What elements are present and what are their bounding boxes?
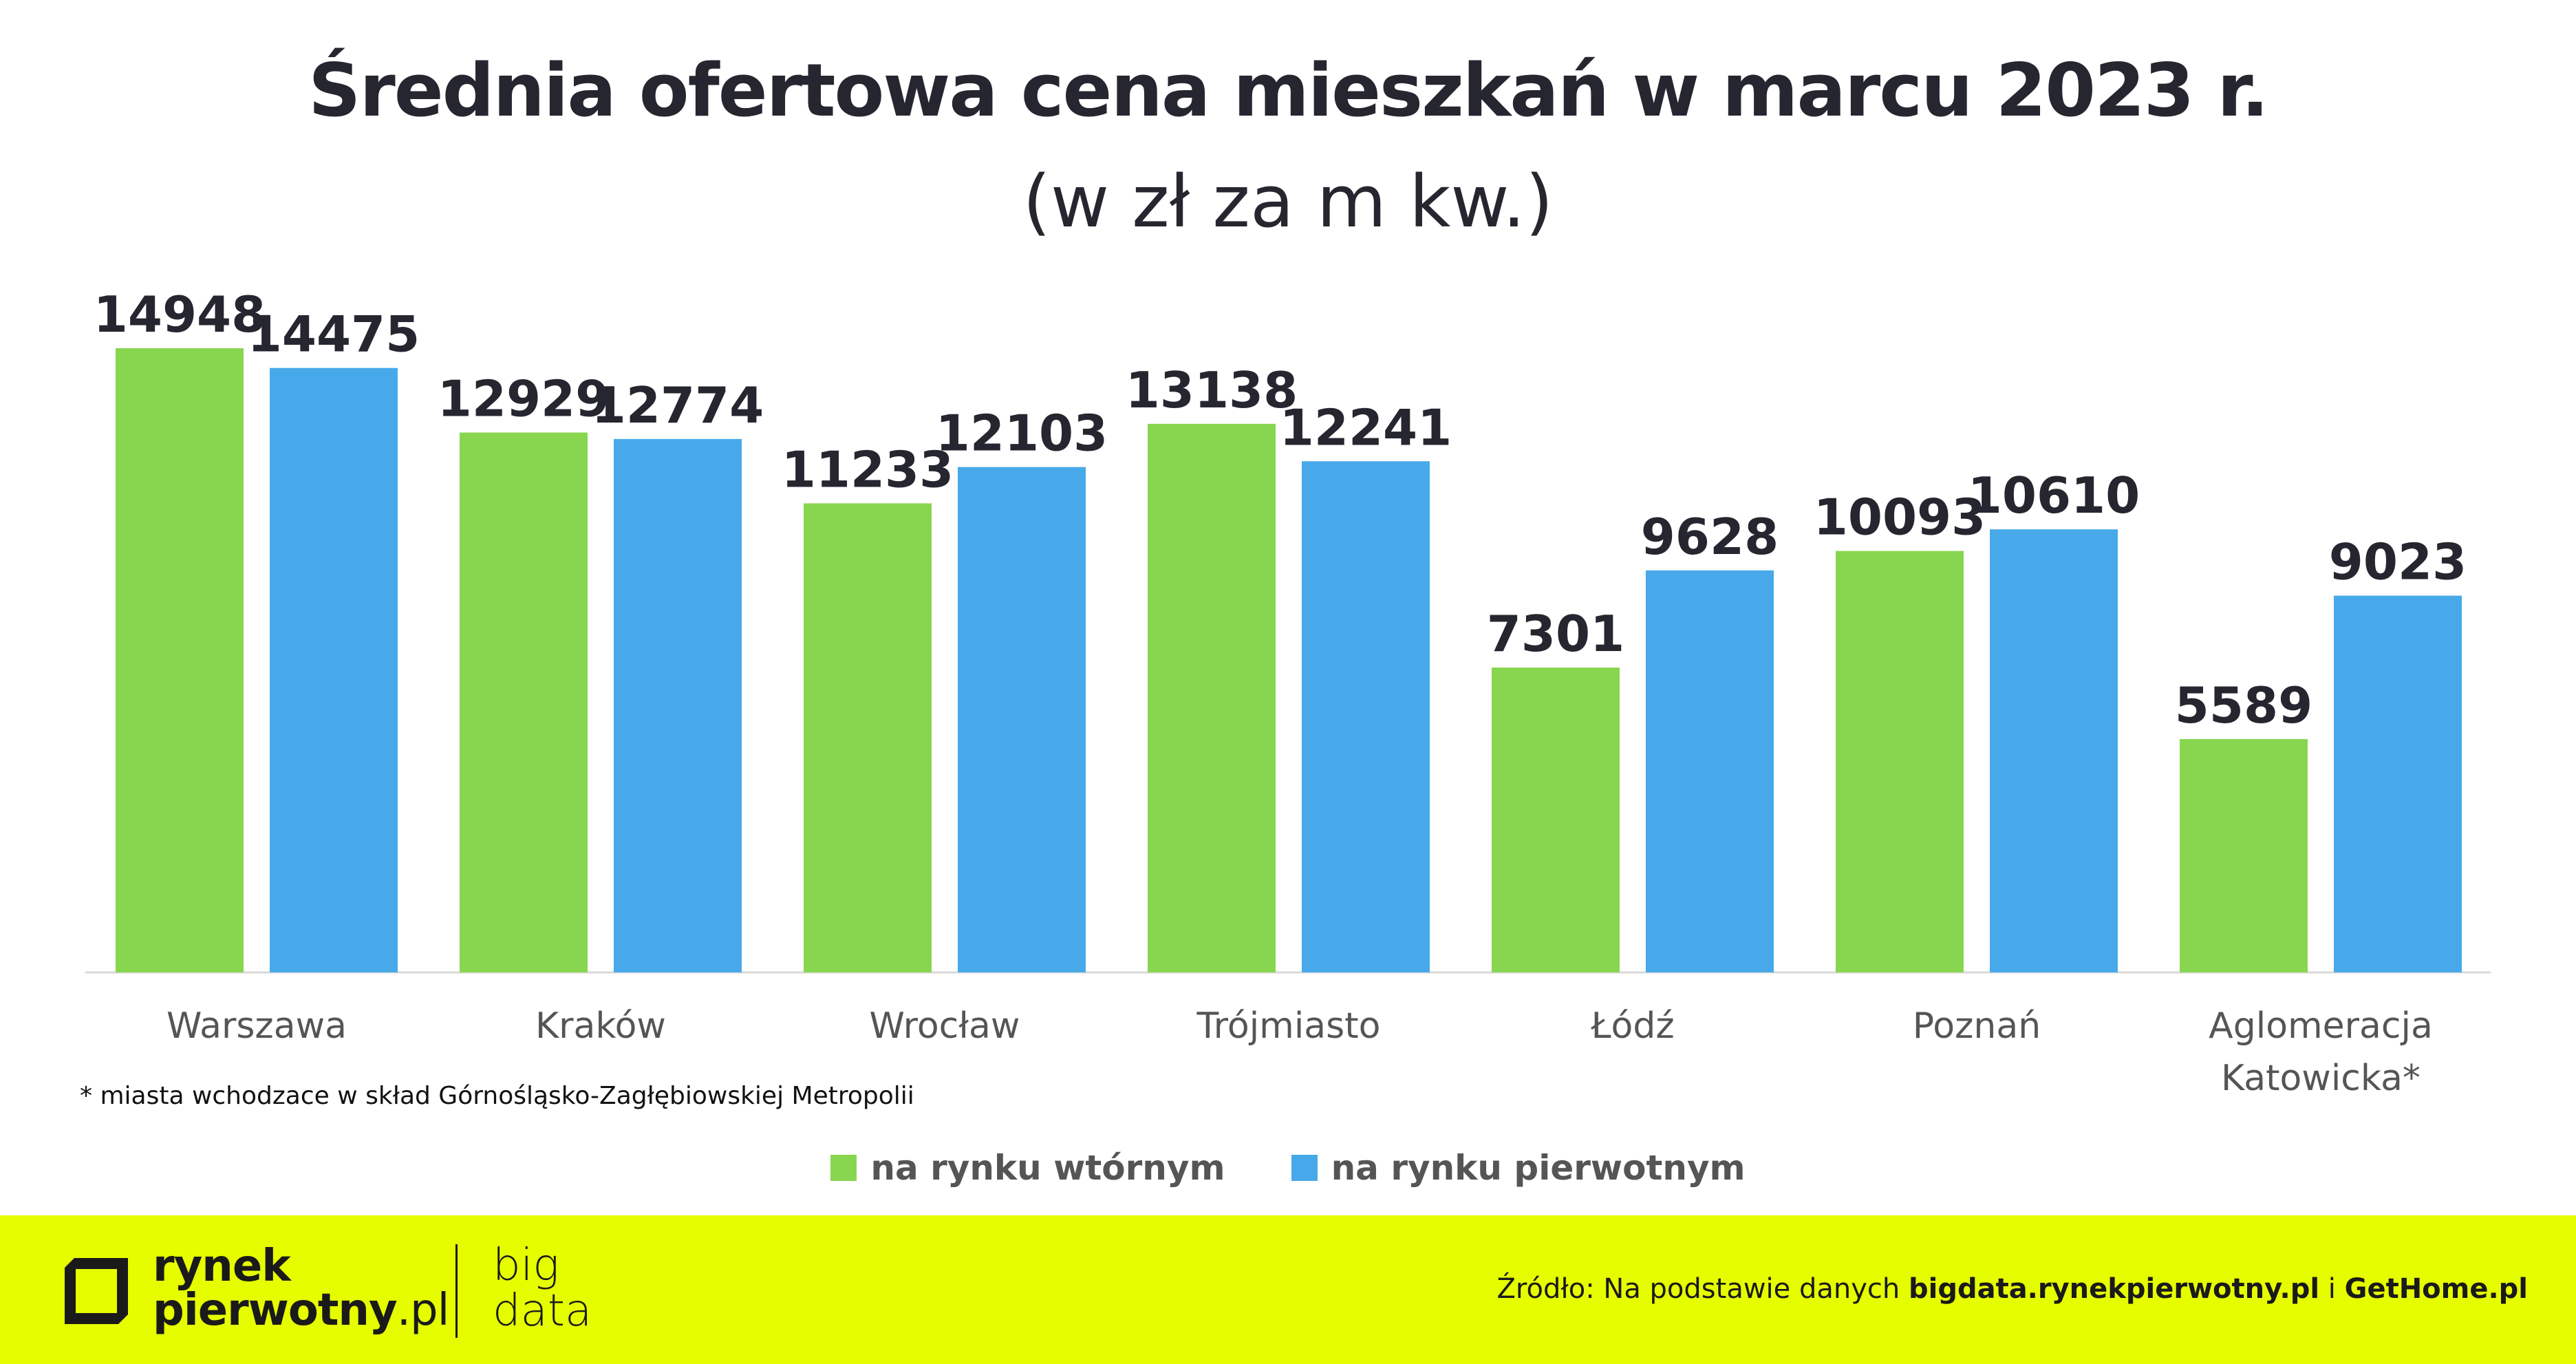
brand-line2-suffix: .pl	[396, 1285, 450, 1336]
bar-secondary-3	[1148, 423, 1276, 972]
chart-title: Średnia ofertowa cena mieszkań w marcu 2…	[308, 48, 2269, 133]
data-label-secondary-1: 12929	[438, 370, 610, 428]
bar-primary-0	[270, 367, 398, 972]
brand-logo-text: rynek pierwotny.pl	[153, 1244, 449, 1332]
source-prefix: Źródło: Na podstawie danych	[1496, 1273, 1909, 1305]
category-label-5: Poznań	[1913, 1005, 2041, 1047]
bar-primary-5	[1990, 529, 2118, 972]
legend-swatch-primary	[1291, 1155, 1318, 1181]
data-label-primary-1: 12774	[592, 376, 764, 434]
data-label-primary-0: 14475	[248, 306, 420, 363]
source-link-gethome[interactable]: GetHome.pl	[2344, 1273, 2528, 1305]
data-label-secondary-0: 14948	[94, 286, 266, 343]
bigdata-logo-text: big data	[493, 1243, 592, 1334]
data-label-secondary-6: 5589	[2175, 676, 2312, 734]
data-label-primary-2: 12103	[936, 405, 1108, 462]
bar-secondary-0	[116, 348, 244, 972]
category-label-6-line1: Katowicka*	[2221, 1058, 2421, 1099]
bigdata-line2: data	[493, 1286, 592, 1336]
source-link-bigdata[interactable]: bigdata.rynekpierwotny.pl	[1908, 1273, 2320, 1305]
bar-secondary-2	[804, 503, 932, 972]
legend-label-primary: na rynku pierwotnym	[1331, 1148, 1746, 1188]
data-label-primary-5: 10610	[1968, 467, 2140, 524]
footnote: * miasta wchodzace w skład Górnośląsko-Z…	[80, 1082, 914, 1110]
category-label-3: Trójmiasto	[1196, 1005, 1381, 1047]
legend: na rynku wtórnym na rynku pierwotnym	[0, 1148, 2576, 1188]
source-note: Źródło: Na podstawie danych bigdata.ryne…	[1497, 1273, 2528, 1305]
category-label-6-line0: Aglomeracja	[2209, 1005, 2433, 1047]
bar-chart: 1494814475Warszawa1292912774Kraków112331…	[85, 286, 2491, 1099]
bar-primary-3	[1302, 461, 1430, 972]
bar-primary-4	[1646, 570, 1774, 972]
logo-icon	[65, 1258, 128, 1324]
bar-secondary-5	[1836, 551, 1964, 972]
brand-line1: rynek	[153, 1241, 291, 1292]
footer-divider	[455, 1244, 458, 1338]
data-label-primary-6: 9023	[2329, 533, 2467, 591]
category-label-2: Wrocław	[870, 1005, 1020, 1047]
legend-swatch-secondary	[830, 1155, 857, 1181]
bar-secondary-4	[1492, 667, 1620, 972]
source-separator: i	[2319, 1273, 2345, 1305]
data-label-secondary-5: 10093	[1814, 489, 1986, 546]
bar-secondary-6	[2180, 738, 2308, 972]
bar-primary-6	[2334, 595, 2462, 972]
data-label-secondary-3: 13138	[1126, 361, 1298, 419]
data-label-primary-4: 9628	[1641, 508, 1779, 566]
bar-secondary-1	[460, 432, 588, 972]
legend-item-primary: na rynku pierwotnym	[1291, 1148, 1746, 1188]
category-label-0: Warszawa	[167, 1005, 347, 1047]
data-label-secondary-4: 7301	[1487, 605, 1624, 663]
category-label-4: Łódź	[1590, 1005, 1674, 1047]
footer-bar: rynek pierwotny.pl big data Źródło: Na p…	[0, 1215, 2576, 1364]
category-label-1: Kraków	[535, 1005, 666, 1047]
bar-primary-1	[614, 438, 742, 972]
bigdata-line1: big	[493, 1240, 559, 1291]
legend-item-secondary: na rynku wtórnym	[830, 1148, 1225, 1188]
data-label-secondary-2: 11233	[782, 440, 954, 498]
brand-line2-bold: pierwotny	[153, 1285, 398, 1336]
chart-subtitle: (w zł za m kw.)	[1022, 160, 1554, 244]
data-label-primary-3: 12241	[1280, 398, 1452, 456]
bar-primary-2	[958, 467, 1086, 972]
legend-label-secondary: na rynku wtórnym	[870, 1148, 1225, 1188]
